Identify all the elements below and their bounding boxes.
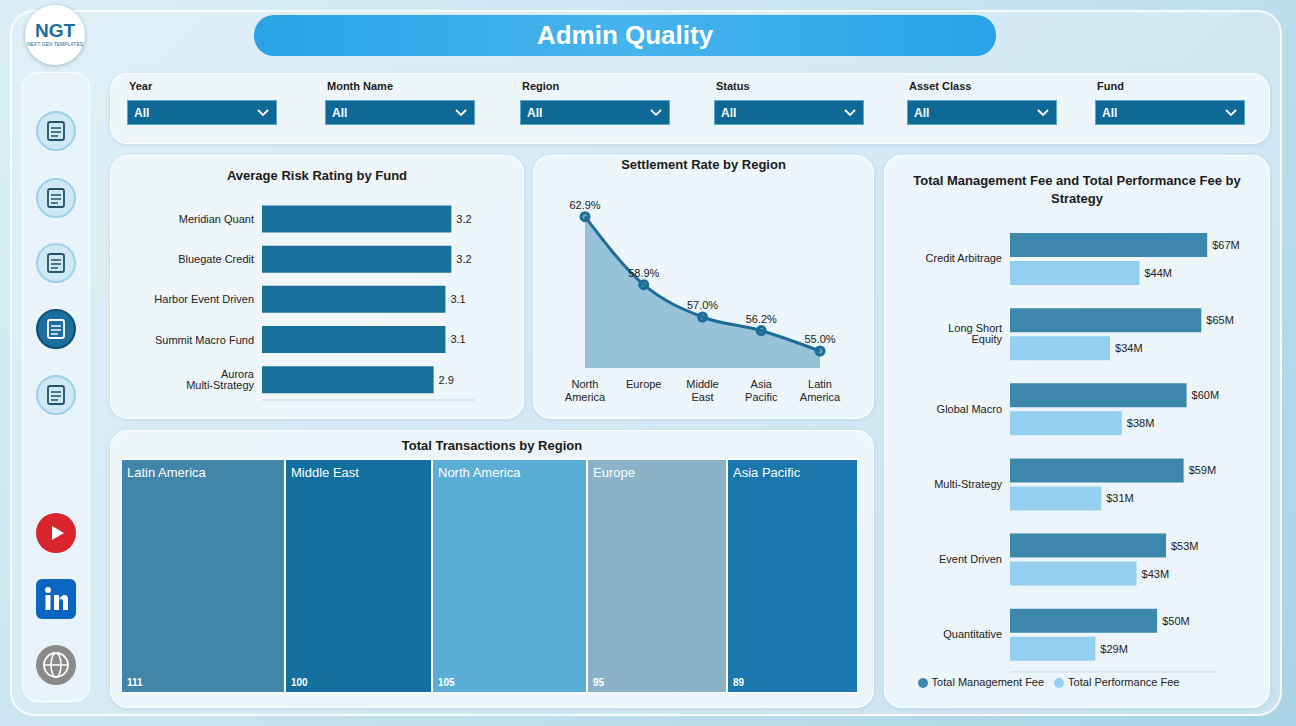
svg-text:58.9%: 58.9% [628, 267, 659, 279]
svg-text:$38M: $38M [1127, 417, 1155, 429]
svg-text:Asia Pacific: Asia Pacific [733, 465, 801, 480]
svg-text:62.9%: 62.9% [569, 199, 600, 211]
svg-text:56.2%: 56.2% [746, 313, 777, 325]
svg-text:MiddleEast: MiddleEast [686, 378, 718, 403]
html-text:Settlement Rate by Region: Settlement Rate by Region [621, 157, 786, 172]
svg-text:North America: North America [438, 465, 521, 480]
html-text:Admin Quality: Admin Quality [536, 20, 714, 50]
html-text:Asset Class: Asset Class [909, 80, 972, 92]
svg-text:3.2: 3.2 [456, 213, 471, 225]
html-text:All: All [914, 105, 930, 120]
svg-text:LatinAmerica: LatinAmerica [800, 378, 841, 403]
html-text:NGT: NGT [34, 20, 75, 41]
svg-text:$31M: $31M [1106, 492, 1134, 504]
html-text:All: All [1102, 105, 1118, 120]
svg-text:NorthAmerica: NorthAmerica [565, 378, 606, 403]
svg-text:Meridian Quant: Meridian Quant [179, 213, 254, 225]
html-text:Status: Status [716, 80, 750, 92]
svg-text:Long ShortEquity: Long ShortEquity [948, 322, 1002, 345]
svg-text:2.9: 2.9 [439, 374, 454, 386]
svg-text:AsiaPacific: AsiaPacific [745, 378, 778, 403]
svg-text:Harbor Event Driven: Harbor Event Driven [154, 293, 254, 305]
html-text:NEXT GEN TEMPLATES: NEXT GEN TEMPLATES [26, 41, 84, 47]
html-text:Region: Region [522, 80, 560, 92]
svg-text:Summit Macro Fund: Summit Macro Fund [155, 334, 254, 346]
svg-text:3.1: 3.1 [450, 293, 465, 305]
html-text:All: All [134, 105, 150, 120]
svg-text:Middle East: Middle East [291, 465, 359, 480]
svg-text:105: 105 [438, 677, 455, 688]
svg-text:$59M: $59M [1189, 464, 1217, 476]
html-text:All: All [721, 105, 737, 120]
svg-text:Credit Arbitrage: Credit Arbitrage [926, 252, 1002, 264]
svg-text:55.0%: 55.0% [804, 333, 835, 345]
svg-text:100: 100 [291, 677, 308, 688]
svg-text:Quantitative: Quantitative [943, 628, 1002, 640]
html-text:Total Performance Fee: Total Performance Fee [1068, 675, 1180, 688]
html-text:Average Risk Rating by Fund: Average Risk Rating by Fund [226, 168, 407, 183]
html-text:Total Transactions by Region: Total Transactions by Region [401, 438, 583, 453]
html-text:All: All [527, 105, 543, 120]
svg-text:3.1: 3.1 [450, 333, 465, 345]
svg-text:$29M: $29M [1100, 643, 1128, 655]
html-text:Total Management Fee and Total: Total Management Fee and Total Performan… [913, 173, 1241, 206]
svg-text:3.2: 3.2 [456, 253, 471, 265]
svg-text:Europe: Europe [626, 378, 661, 390]
svg-text:$50M: $50M [1162, 615, 1190, 627]
svg-text:Europe: Europe [593, 465, 635, 480]
svg-text:$53M: $53M [1171, 540, 1199, 552]
svg-text:$34M: $34M [1115, 342, 1143, 354]
svg-text:AuroraMulti-Strategy: AuroraMulti-Strategy [186, 368, 255, 391]
html-text:Year: Year [129, 80, 153, 92]
svg-text:95: 95 [593, 677, 605, 688]
svg-text:Latin America: Latin America [127, 465, 207, 480]
html-text:Month Name: Month Name [327, 80, 393, 92]
svg-text:$65M: $65M [1206, 314, 1234, 326]
svg-text:Bluegate Credit: Bluegate Credit [178, 253, 254, 265]
svg-text:57.0%: 57.0% [687, 299, 718, 311]
svg-text:Global Macro: Global Macro [937, 403, 1002, 415]
svg-text:Event Driven: Event Driven [939, 553, 1002, 565]
html-text:All: All [332, 105, 348, 120]
svg-text:89: 89 [733, 677, 745, 688]
svg-text:$44M: $44M [1144, 267, 1172, 279]
html-text:Total Management Fee: Total Management Fee [931, 675, 1045, 688]
svg-text:Multi-Strategy: Multi-Strategy [934, 478, 1002, 490]
svg-text:$67M: $67M [1212, 239, 1240, 251]
svg-text:$60M: $60M [1192, 389, 1220, 401]
svg-text:$43M: $43M [1142, 568, 1170, 580]
html-text:Fund: Fund [1097, 80, 1124, 92]
svg-text:111: 111 [127, 677, 143, 688]
